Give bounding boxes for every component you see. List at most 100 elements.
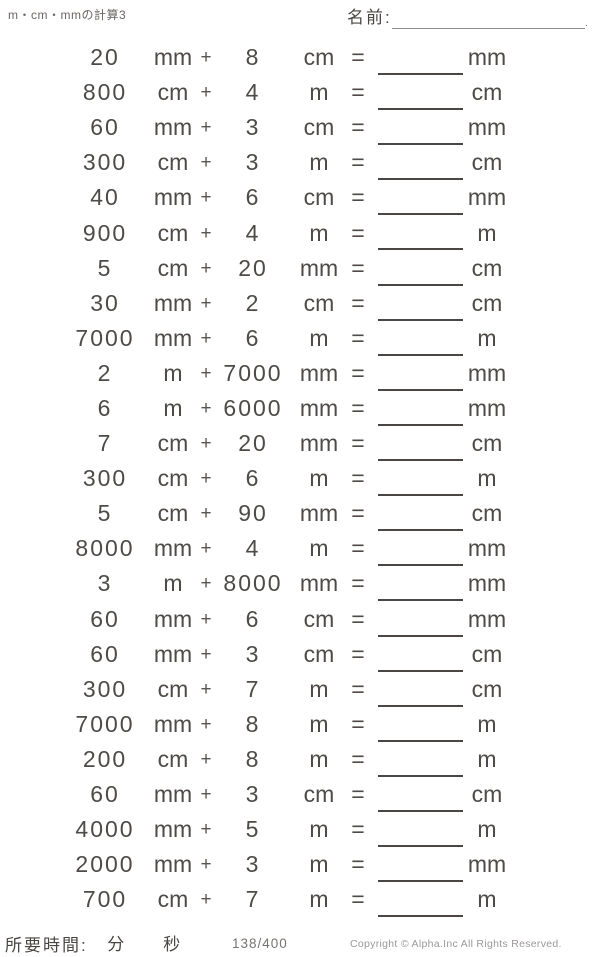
problem-row: 5 cm + 90 mm = cm [0,496,600,532]
equals-sign: = [351,710,365,737]
operand2-unit: mm [299,359,339,386]
problem-row: 800 cm + 4 m = cm [0,75,600,111]
answer-blank[interactable] [378,110,463,146]
answer-blank[interactable] [378,215,463,251]
answer-blank[interactable] [378,461,463,497]
plus-operator: + [200,292,212,314]
answer-unit: mm [467,184,507,211]
problem-row: 200 cm + 8 m = m [0,742,600,777]
plus-operator: + [200,397,212,419]
operand1-value: 60 [90,605,120,632]
answer-blank[interactable] [378,496,463,532]
operand2-unit: cm [303,184,335,211]
name-input-line[interactable]: . [391,8,588,29]
answer-blank[interactable] [378,812,463,848]
operand1-unit: cm [157,254,189,281]
operand2-unit: cm [303,289,335,316]
answer-unit: mm [467,114,507,141]
operand1-value: 60 [90,114,120,141]
operand2-unit: mm [299,394,339,421]
plus-operator: + [200,327,212,349]
time-input-line[interactable]: 分 秒 [88,930,200,957]
answer-unit: m [477,465,497,492]
answer-blank[interactable] [378,145,463,181]
answer-blank[interactable] [378,356,463,391]
operand1-value: 300 [82,675,128,702]
answer-blank[interactable] [378,321,463,356]
problem-row: 7000 mm + 6 m = m [0,321,600,356]
answer-blank[interactable] [378,707,463,742]
plus-operator: + [200,468,212,490]
answer-blank[interactable] [378,602,463,637]
equals-sign: = [351,781,365,808]
answer-unit: cm [471,149,503,176]
answer-blank[interactable] [378,391,463,426]
equals-sign: = [351,430,365,457]
operand1-value: 7000 [75,710,135,737]
equals-sign: = [351,254,365,281]
answer-blank[interactable] [378,286,463,321]
operand2-value: 6 [245,605,261,632]
answer-unit: m [477,816,497,843]
plus-operator: + [200,854,212,876]
problem-row: 40 mm + 6 cm = mm [0,180,600,216]
operand1-unit: mm [153,640,193,667]
answer-unit: m [477,324,497,351]
answer-blank[interactable] [378,531,463,567]
operand2-value: 5 [245,816,261,843]
minutes-label: 分 [107,935,125,954]
operand2-value: 6 [245,184,261,211]
operand2-unit: m [309,816,329,843]
equals-sign: = [351,570,365,597]
answer-blank[interactable] [378,566,463,602]
operand2-unit: m [309,149,329,176]
answer-unit: mm [467,359,507,386]
answer-blank[interactable] [378,882,463,918]
time-label: 所要時間: [5,936,88,955]
operand2-value: 6000 [223,394,283,421]
answer-unit: cm [471,640,503,667]
answer-blank[interactable] [378,40,463,75]
operand2-value: 3 [245,781,261,808]
equals-sign: = [351,44,365,71]
operand1-value: 5 [97,500,113,527]
operand2-unit: m [309,886,329,913]
operand1-unit: cm [157,500,189,527]
equals-sign: = [351,535,365,562]
operand2-value: 4 [245,219,261,246]
problem-list: 20 mm + 8 cm = mm 800 cm + 4 m = cm 60 m… [0,40,600,918]
operand2-unit: m [309,745,329,772]
answer-blank[interactable] [378,637,463,672]
answer-unit: cm [471,79,503,106]
answer-unit: mm [467,605,507,632]
answer-blank[interactable] [378,672,463,707]
problem-row: 7000 mm + 8 m = m [0,707,600,742]
operand1-unit: mm [153,535,193,562]
answer-blank[interactable] [378,251,463,286]
equals-sign: = [351,816,365,843]
operand1-value: 2000 [75,851,135,878]
operand2-unit: m [309,465,329,492]
answer-unit: mm [467,851,507,878]
answer-blank[interactable] [378,75,463,111]
equals-sign: = [351,605,365,632]
operand2-unit: mm [299,570,339,597]
equals-sign: = [351,219,365,246]
plus-operator: + [200,573,212,595]
answer-blank[interactable] [378,742,463,777]
problem-row: 5 cm + 20 mm = cm [0,251,600,286]
operand1-unit: m [163,359,183,386]
operand1-value: 40 [90,184,120,211]
equals-sign: = [351,745,365,772]
answer-blank[interactable] [378,847,463,883]
plus-operator: + [200,713,212,735]
operand2-value: 20 [238,430,268,457]
plus-operator: + [200,678,212,700]
answer-blank[interactable] [378,777,463,812]
problem-row: 300 cm + 7 m = cm [0,672,600,707]
answer-blank[interactable] [378,180,463,216]
answer-unit: m [477,710,497,737]
operand1-unit: mm [153,184,193,211]
equals-sign: = [351,640,365,667]
answer-blank[interactable] [378,426,463,462]
